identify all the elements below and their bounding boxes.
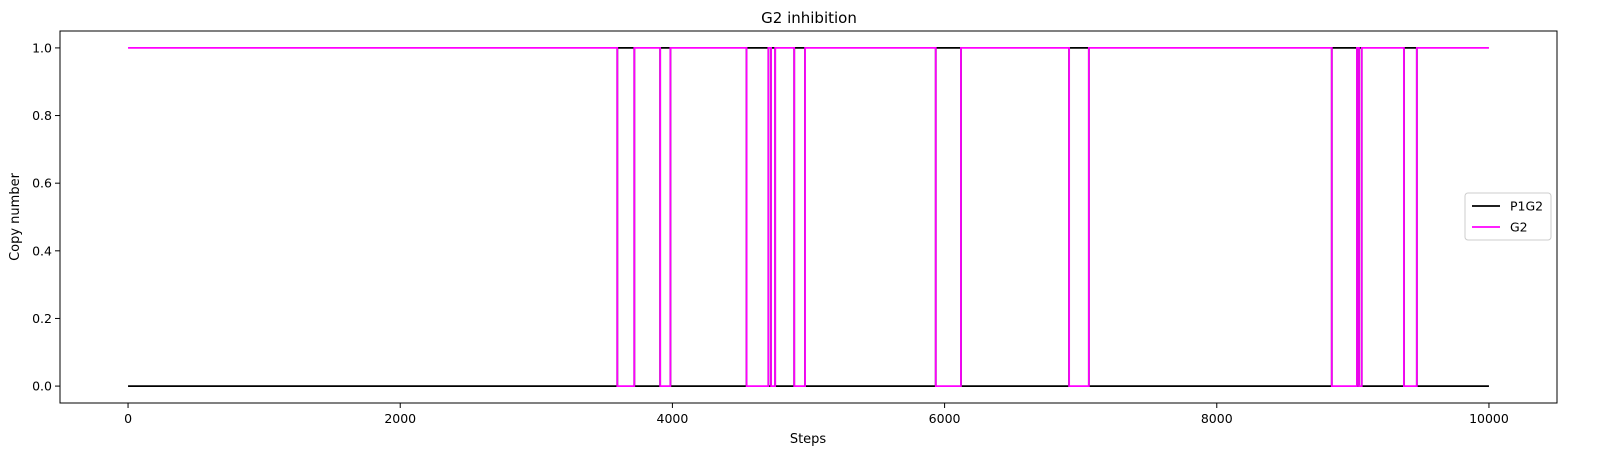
plot-frame xyxy=(59,30,1558,404)
x-tick-label: 10000 xyxy=(1469,411,1509,426)
legend-label-p1g2: P1G2 xyxy=(1510,199,1543,214)
x-tick-label: 4000 xyxy=(657,411,689,426)
y-axis-ticks: 0.0 0.2 0.4 0.6 0.8 1.0 xyxy=(32,40,60,394)
series-lines xyxy=(128,47,1489,387)
y-tick-label: 0.8 xyxy=(32,108,52,123)
series-line-g2 xyxy=(128,47,1489,387)
y-tick-label: 0.4 xyxy=(32,243,52,258)
y-axis-label: Copy number xyxy=(8,172,23,261)
x-axis-ticks: 0 2000 4000 6000 8000 10000 xyxy=(124,403,1509,426)
x-tick-label: 8000 xyxy=(1201,411,1233,426)
y-tick-label: 1.0 xyxy=(32,40,52,55)
y-tick-label: 0.2 xyxy=(32,311,52,326)
x-tick-label: 6000 xyxy=(929,411,961,426)
y-tick-label: 0.6 xyxy=(32,176,52,191)
x-tick-label: 2000 xyxy=(384,411,416,426)
legend-box xyxy=(1464,192,1552,241)
y-tick-label: 0.0 xyxy=(32,379,52,394)
x-tick-label: 0 xyxy=(124,411,132,426)
chart-title: G2 inhibition xyxy=(761,9,857,27)
legend: P1G2 G2 xyxy=(1464,192,1552,241)
legend-label-g2: G2 xyxy=(1510,220,1528,235)
x-axis-label: Steps xyxy=(790,432,827,447)
